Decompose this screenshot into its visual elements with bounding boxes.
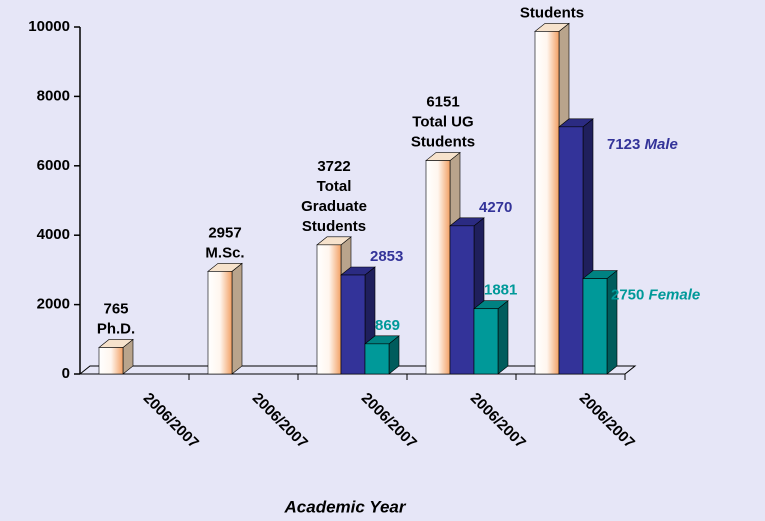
value-annotation: Ph.D. <box>97 320 135 337</box>
value-label: 4270 <box>479 199 512 216</box>
value-label: 869 <box>375 317 400 334</box>
bar <box>364 343 390 375</box>
x-tick-label: 2006/2007 <box>249 390 311 452</box>
value-number: 4270 <box>479 199 512 216</box>
value-annotation: Students <box>411 134 475 151</box>
bar <box>558 126 584 375</box>
y-tick-label: 2000 <box>37 296 70 313</box>
value-annotation: Graduate <box>301 198 367 215</box>
value-label: 7123 Male <box>607 136 678 153</box>
value-label: 2750 Female <box>611 287 700 304</box>
value-label: 2957 <box>208 224 241 241</box>
y-tick-label: 4000 <box>37 226 70 243</box>
x-axis-title: Academic Year <box>284 497 407 516</box>
value-label: 3722 <box>317 158 350 175</box>
bar <box>425 160 451 375</box>
value-label: 1881 <box>484 282 517 299</box>
series-name: Male <box>645 136 678 153</box>
bar-side <box>231 262 243 375</box>
value-annotation: Total <box>317 178 352 195</box>
value-number: 2853 <box>370 248 403 265</box>
value-annotation: M.Sc. <box>205 244 244 261</box>
value-annotation: Students <box>520 4 584 21</box>
bar <box>473 308 499 375</box>
x-tick-label: 2006/2007 <box>576 390 638 452</box>
y-tick-label: 8000 <box>37 87 70 104</box>
y-tick-label: 0 <box>62 365 70 382</box>
bar <box>340 274 366 375</box>
value-annotation: Total UG <box>412 114 473 131</box>
value-label: 2853 <box>370 248 403 265</box>
series-name: Female <box>649 287 701 304</box>
value-label: 765 <box>103 300 128 317</box>
bar <box>449 225 475 375</box>
x-tick-label: 2006/2007 <box>358 390 420 452</box>
value-number: 869 <box>375 317 400 334</box>
x-tick-label: 2006/2007 <box>467 390 529 452</box>
y-tick-label: 10000 <box>28 18 70 35</box>
bar <box>207 271 233 375</box>
bar <box>534 31 560 375</box>
x-tick-label: 2006/2007 <box>140 390 202 452</box>
value-number: 7123 <box>607 136 640 153</box>
value-number: 1881 <box>484 282 517 299</box>
bar <box>98 347 124 375</box>
value-number: 2750 <box>611 287 644 304</box>
y-tick-label: 6000 <box>37 157 70 174</box>
bar <box>582 278 608 375</box>
bar <box>316 244 342 375</box>
bar-side <box>497 300 509 375</box>
value-annotation: Students <box>302 218 366 235</box>
value-annotation: Total <box>535 0 570 1</box>
value-label: 6151 <box>426 94 459 111</box>
